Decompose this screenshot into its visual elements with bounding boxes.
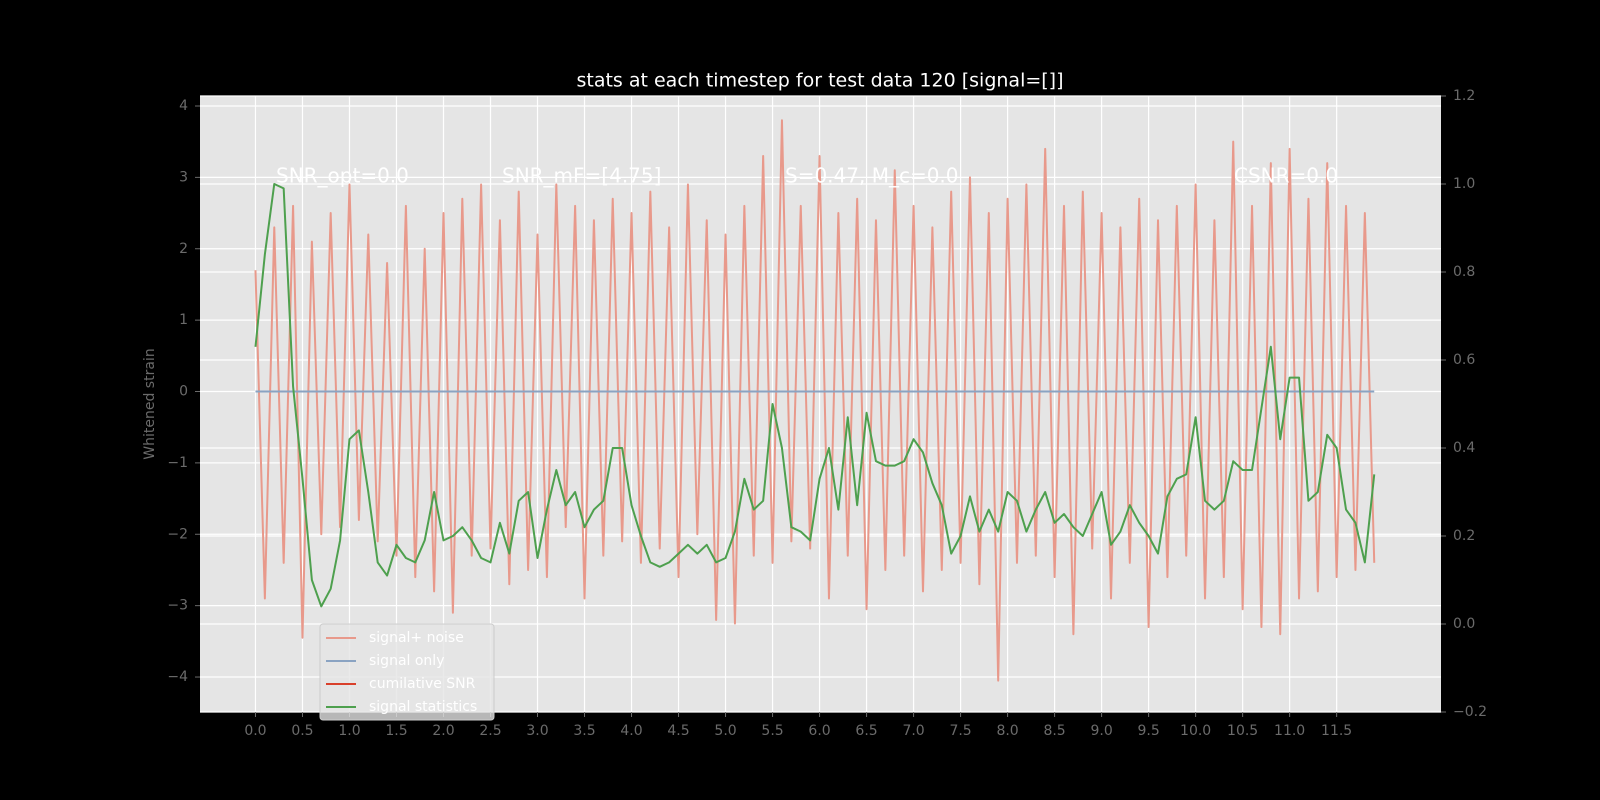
x-tick-label: 6.0 — [808, 723, 830, 739]
chart-title: stats at each timestep for test data 120… — [576, 70, 1063, 92]
y2-tick-label: 1.0 — [1453, 176, 1475, 192]
y-tick-label: 4 — [179, 98, 188, 114]
x-tick-label: 5.5 — [761, 723, 783, 739]
x-tick-label: 3.0 — [526, 723, 548, 739]
x-tick-label: 4.0 — [620, 723, 642, 739]
x-tick-label: 3.5 — [573, 723, 595, 739]
legend-label: signal+ noise — [369, 630, 464, 646]
y-axis-label: Whitened strain — [142, 348, 158, 459]
x-tick-label: 1.0 — [338, 723, 360, 739]
legend: signal+ noise signal only cumilative SNR si… — [319, 623, 495, 721]
x-tick-label: 4.5 — [667, 723, 689, 739]
legend-label: signal statistics — [369, 699, 477, 715]
y2-tick-label: 0.6 — [1453, 352, 1475, 368]
annotation: SNR_opt=0.0 — [276, 164, 409, 188]
x-tick-label: 10.5 — [1227, 723, 1258, 739]
x-tick-label: 8.5 — [1043, 723, 1065, 739]
x-tick-label: 8.0 — [996, 723, 1018, 739]
y2-tick-label: 0.4 — [1453, 440, 1475, 456]
x-tick-label: 9.5 — [1137, 723, 1159, 739]
x-tick-label: 5.0 — [714, 723, 736, 739]
y-tick-label: −1 — [167, 455, 188, 471]
x-tick-label: 2.0 — [432, 723, 454, 739]
legend-label: cumilative SNR — [369, 676, 476, 692]
y-tick-label: −2 — [167, 526, 188, 542]
y2-tick-label: 0.8 — [1453, 264, 1475, 280]
y-tick-label: −3 — [167, 598, 188, 614]
y2-tick-label: 0.2 — [1453, 528, 1475, 544]
x-tick-label: 0.5 — [291, 723, 313, 739]
series-line — [254, 183, 1376, 608]
annotation: CSNR=0.0 — [1234, 164, 1338, 188]
y2-tick-label: −0.2 — [1453, 704, 1487, 720]
y-tick-label: 1 — [179, 312, 188, 328]
y-tick-label: 2 — [179, 241, 188, 257]
series-line — [254, 119, 1376, 682]
x-tick-label: 0.0 — [244, 723, 266, 739]
x-tick-label: 9.0 — [1090, 723, 1112, 739]
x-tick-label: 11.0 — [1274, 723, 1305, 739]
x-tick-label: 7.0 — [902, 723, 924, 739]
x-tick-label: 11.5 — [1321, 723, 1352, 739]
y-tick-label: 3 — [179, 169, 188, 185]
x-tick-label: 10.0 — [1180, 723, 1211, 739]
annotation: SNR_mF=[4.75] — [502, 164, 661, 188]
x-tick-label: 2.5 — [479, 723, 501, 739]
legend-label: signal only — [369, 653, 444, 669]
x-tick-label: 1.5 — [385, 723, 407, 739]
y2-tick-label: 1.2 — [1453, 88, 1475, 104]
y-tick-label: 0 — [179, 384, 188, 400]
y2-tick-label: 0.0 — [1453, 616, 1475, 632]
x-tick-label: 6.5 — [855, 723, 877, 739]
x-tick-label: 7.5 — [949, 723, 971, 739]
legend-box — [319, 623, 495, 721]
annotation: S=0.47, M_c=0.0 — [785, 164, 959, 188]
y-tick-label: −4 — [167, 669, 188, 685]
